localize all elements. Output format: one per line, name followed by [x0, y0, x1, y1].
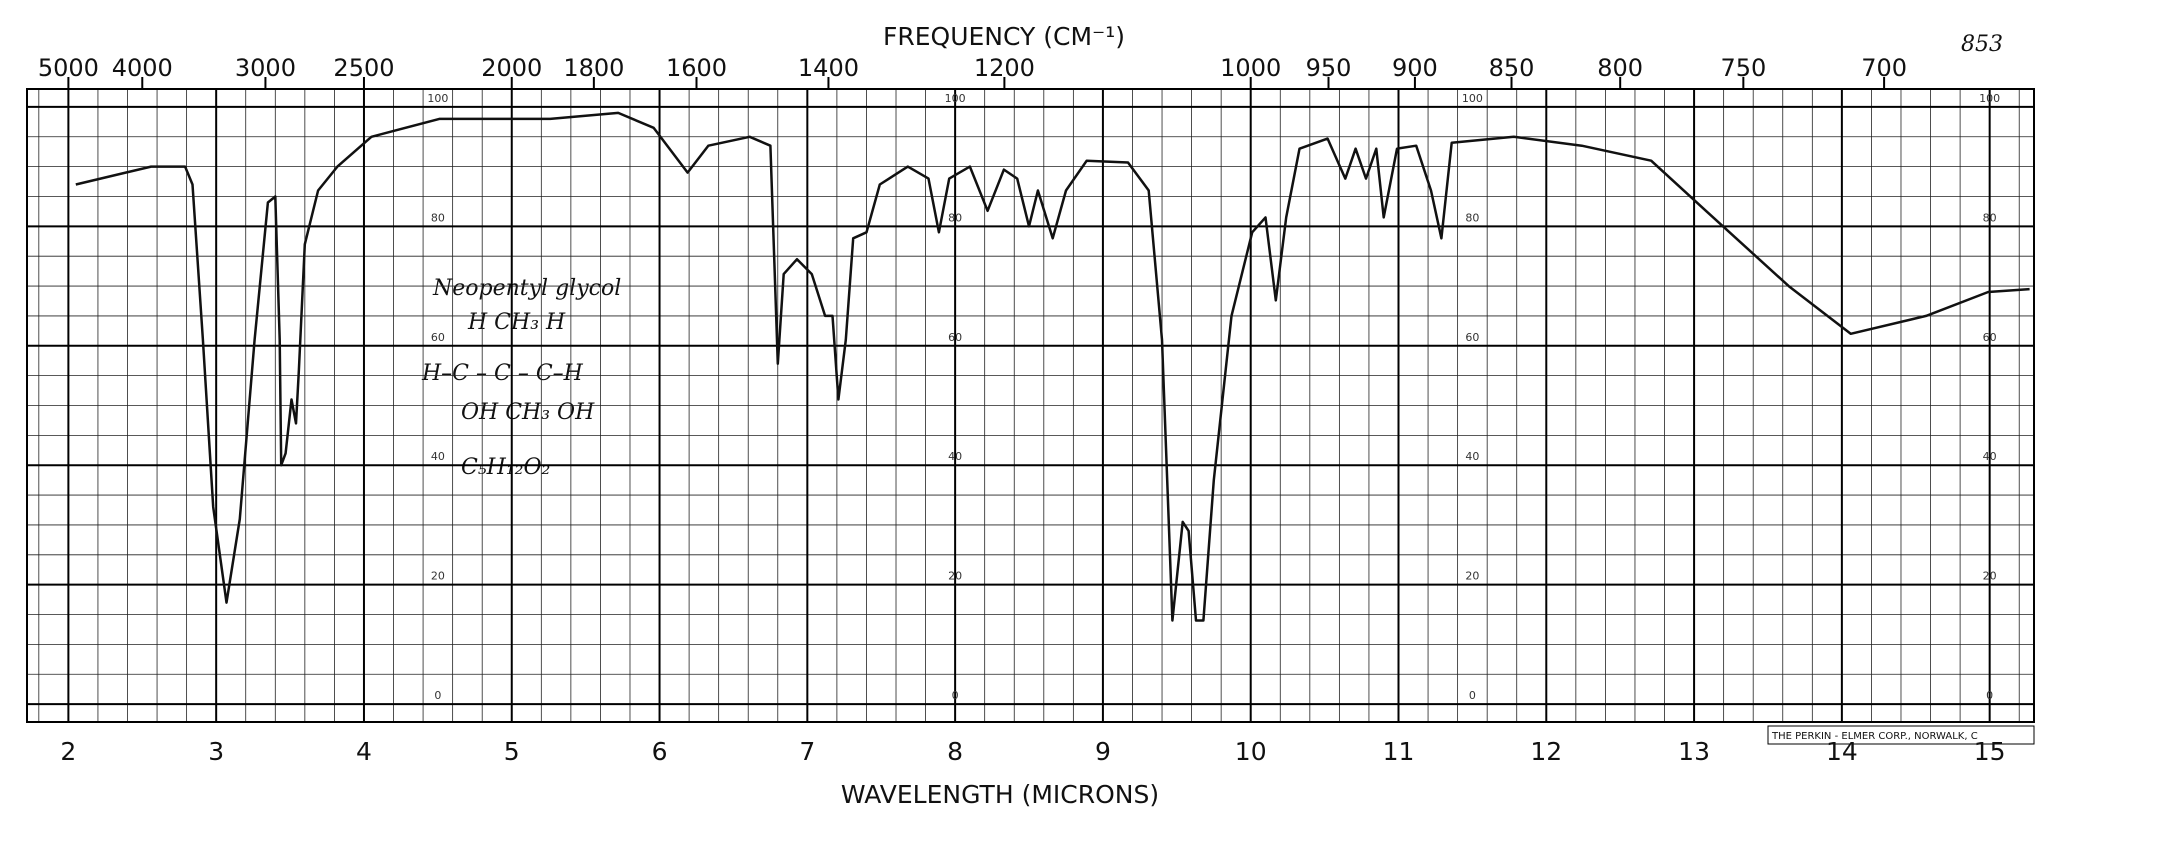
x-tick-label: 12: [1530, 737, 1562, 766]
frequency-tick-label: 5000: [38, 54, 99, 82]
chart-title: FREQUENCY (CM⁻¹): [883, 22, 1125, 51]
frequency-tick-label: 900: [1392, 54, 1438, 82]
frequency-tick-label: 4000: [112, 54, 173, 82]
page-number: 853: [1961, 32, 2003, 57]
y-tick-label: 20: [1983, 570, 1997, 583]
y-tick-label: 20: [431, 570, 445, 583]
frequency-tick-label: 1800: [563, 54, 624, 82]
annotation: H CH₃ H: [467, 310, 566, 335]
y-tick-label: 0: [952, 689, 959, 702]
y-tick-label: 100: [945, 92, 966, 105]
x-tick-label: 8: [947, 737, 963, 766]
frequency-tick-label: 3000: [235, 54, 296, 82]
x-tick-label: 4: [356, 737, 372, 766]
frequency-tick-label: 850: [1489, 54, 1535, 82]
annotation: OH CH₃ OH: [461, 400, 595, 425]
frequency-tick-label: 1600: [666, 54, 727, 82]
annotation: C₅H₁₂O₂: [461, 455, 550, 480]
frequency-tick-label: 1400: [798, 54, 859, 82]
frequency-tick-label: 750: [1720, 54, 1766, 82]
y-tick-label: 80: [948, 211, 962, 224]
annotation: Neopentyl glycol: [432, 276, 621, 301]
spectrum-line: [75, 111, 2030, 622]
y-tick-label: 60: [1983, 331, 1997, 344]
y-tick-label: 20: [948, 570, 962, 583]
y-tick-label: 40: [1465, 450, 1479, 463]
annotation: H–C – C – C–H: [421, 361, 584, 386]
y-tick-label: 40: [431, 450, 445, 463]
publisher: THE PERKIN - ELMER CORP., NORWALK, C: [1771, 731, 1978, 742]
y-tick-label: 0: [434, 689, 441, 702]
x-tick-label: 15: [1974, 737, 2006, 766]
x-tick-label: 9: [1095, 737, 1111, 766]
y-tick-label: 0: [1986, 689, 1993, 702]
y-tick-label: 40: [948, 450, 962, 463]
x-tick-label: 3: [208, 737, 224, 766]
y-tick-label: 0: [1469, 689, 1476, 702]
x-tick-label: 2: [60, 737, 76, 766]
y-tick-label: 100: [1462, 92, 1483, 105]
x-tick-label: 7: [799, 737, 815, 766]
x-tick-label: 6: [652, 737, 668, 766]
x-tick-label: 11: [1383, 737, 1415, 766]
y-tick-label: 100: [1979, 92, 2000, 105]
y-tick-label: 80: [431, 211, 445, 224]
frequency-tick-label: 1000: [1220, 54, 1281, 82]
x-tick-label: 14: [1826, 737, 1858, 766]
x-tick-label: 13: [1678, 737, 1710, 766]
x-tick-label: 10: [1235, 737, 1267, 766]
y-tick-label: 80: [1465, 211, 1479, 224]
frequency-tick-label: 950: [1306, 54, 1352, 82]
x-tick-label: 5: [504, 737, 520, 766]
y-tick-label: 60: [431, 331, 445, 344]
y-tick-label: 60: [1465, 331, 1479, 344]
y-tick-label: 60: [948, 331, 962, 344]
frequency-tick-label: 800: [1597, 54, 1643, 82]
y-tick-label: 20: [1465, 570, 1479, 583]
publisher-box: [1767, 725, 2035, 745]
y-tick-label: 100: [427, 92, 448, 105]
frequency-tick-label: 2000: [481, 54, 542, 82]
y-tick-label: 40: [1983, 450, 1997, 463]
frequency-tick-label: 2500: [333, 54, 394, 82]
y-tick-label: 80: [1983, 211, 1997, 224]
frequency-tick-label: 1200: [974, 54, 1035, 82]
frequency-tick-label: 700: [1861, 54, 1907, 82]
x-axis-title: WAVELENGTH (MICRONS): [841, 780, 1159, 809]
